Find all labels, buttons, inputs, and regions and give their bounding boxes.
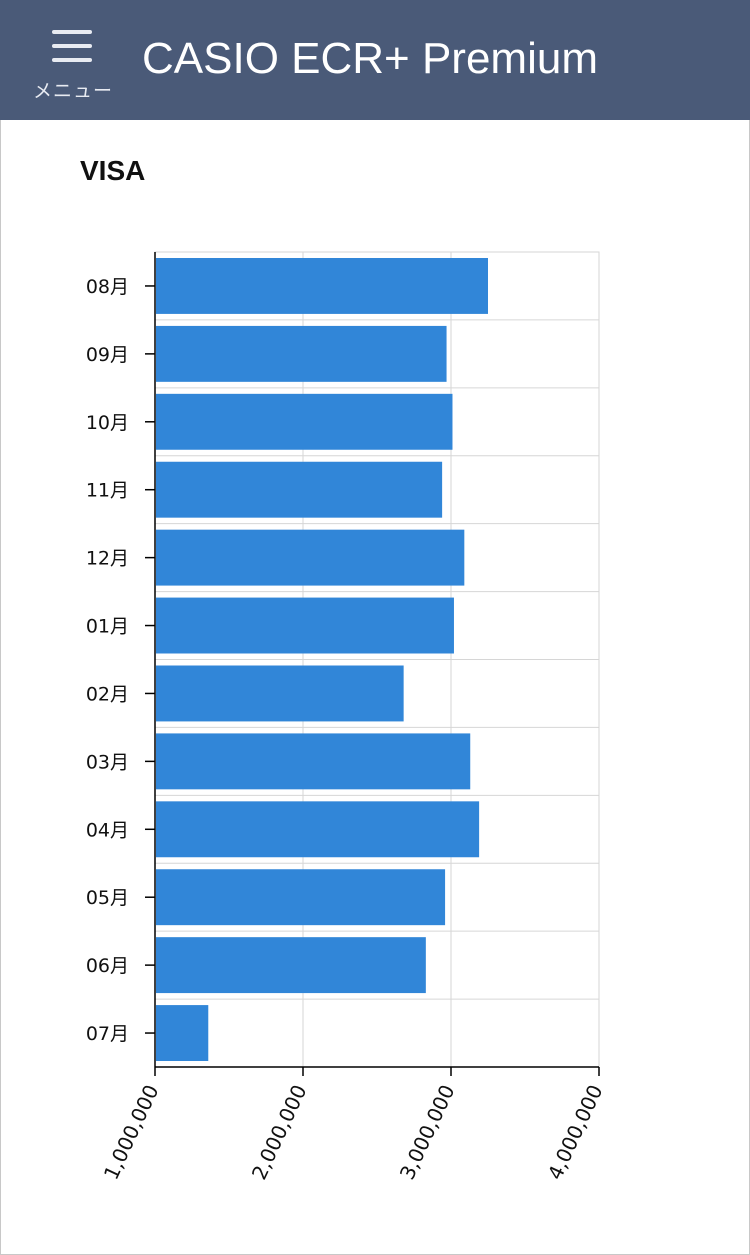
y-tick-label: 07月	[86, 1023, 129, 1045]
y-tick-label: 09月	[86, 344, 129, 366]
bar-08月	[156, 258, 488, 314]
x-tick-label: 2,000,000	[247, 1081, 312, 1183]
menu-button[interactable]: メニュー	[28, 22, 118, 102]
bar-06月	[156, 937, 426, 994]
bar-02月	[156, 665, 404, 722]
bar-04月	[156, 801, 480, 858]
y-tick-label: 02月	[86, 683, 129, 705]
x-tick-label: 1,000,000	[99, 1081, 164, 1183]
bar-05月	[156, 869, 446, 926]
y-tick-label: 12月	[86, 548, 129, 570]
y-tick-label: 10月	[86, 412, 129, 434]
bar-12月	[156, 529, 465, 586]
y-tick-label: 01月	[86, 616, 129, 638]
y-tick-label: 04月	[86, 819, 129, 841]
bar-09月	[156, 325, 447, 382]
y-tick-label: 05月	[86, 887, 129, 909]
bar-10月	[156, 393, 453, 450]
y-tick-label: 03月	[86, 751, 129, 773]
bar-03月	[156, 733, 471, 790]
bar-07月	[156, 1005, 209, 1061]
bar-01月	[156, 597, 454, 654]
y-tick-label: 06月	[86, 955, 129, 977]
hamburger-menu-icon	[52, 30, 92, 68]
menu-label: メニュー	[32, 80, 113, 102]
y-tick-label: 08月	[86, 276, 129, 298]
chart-title: VISA	[80, 155, 146, 186]
y-tick-label: 11月	[86, 480, 129, 502]
x-tick-label: 4,000,000	[543, 1081, 608, 1183]
x-tick-label: 3,000,000	[395, 1081, 460, 1183]
app-header: メニュー CASIO ECR+ Premium	[0, 0, 750, 120]
bar-11月	[156, 461, 443, 518]
app-title: CASIO ECR+ Premium	[142, 34, 598, 83]
